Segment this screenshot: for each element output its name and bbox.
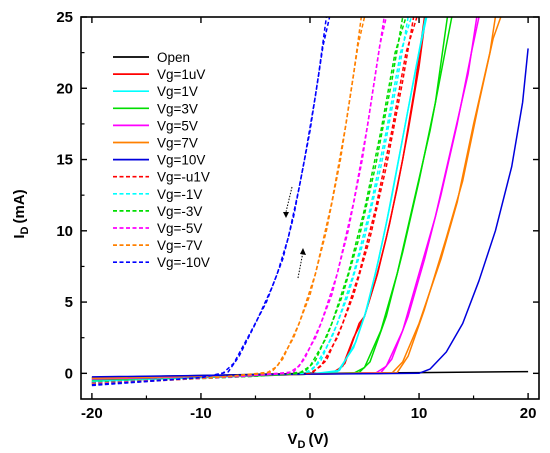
legend-label-2: Vg=1V xyxy=(157,84,198,99)
legend-label-1: Vg=1uV xyxy=(157,67,205,82)
x-tick-label: 10 xyxy=(411,405,428,422)
series-6-sweep-0 xyxy=(91,48,529,378)
series-7-sweep-1 xyxy=(91,17,418,384)
series-9-sweep-1 xyxy=(91,17,407,385)
series-2-sweep-1 xyxy=(91,17,427,382)
series-7-sweep-0 xyxy=(91,17,415,383)
series-9-sweep-0 xyxy=(91,17,404,384)
sweep-arrowhead-up xyxy=(300,248,306,255)
legend-label-9: Vg=-3V xyxy=(157,204,202,219)
y-tick-label: 20 xyxy=(56,80,73,97)
sweep-arrows xyxy=(283,186,306,279)
legend-label-11: Vg=-7V xyxy=(157,238,202,253)
sweep-arrow-down xyxy=(285,186,293,213)
y-tick-label: 5 xyxy=(65,294,73,311)
series-12-sweep-1 xyxy=(91,17,331,387)
x-tick-label: 0 xyxy=(306,405,314,422)
series-4-sweep-1 xyxy=(91,17,480,380)
plot-frame xyxy=(80,16,540,400)
x-tick-label: -20 xyxy=(81,405,103,422)
legend: Open Vg=1uV Vg=1V Vg=3V Vg=5V Vg=7V Vg=10V Vg=-… xyxy=(113,50,210,270)
y-tick-label: 15 xyxy=(56,152,73,169)
legend-label-0: Open xyxy=(157,50,190,65)
sweep-arrowhead-down xyxy=(283,212,289,218)
legend-label-12: Vg=-10V xyxy=(157,255,210,270)
y-axis-label: ID(mA) xyxy=(11,189,31,238)
legend-label-7: Vg=-u1V xyxy=(157,170,210,185)
x-axis-label: VD (V) xyxy=(288,431,329,451)
sweep-arrow-up xyxy=(297,251,304,279)
legend-label-6: Vg=10V xyxy=(157,153,205,168)
series-1-sweep-1 xyxy=(91,17,426,382)
axes-layer xyxy=(80,16,540,400)
y-tick-label: 0 xyxy=(65,365,73,382)
x-tick-label: -10 xyxy=(190,405,212,422)
legend-label-5: Vg=7V xyxy=(157,136,198,151)
curves-layer xyxy=(91,17,529,387)
ticks-layer: -20 -10 0 10 20 0 5 10 15 20 25 xyxy=(56,9,539,422)
legend-label-10: Vg=-5V xyxy=(157,221,202,236)
series-5-sweep-0 xyxy=(91,17,497,379)
series-12-sweep-0 xyxy=(91,17,328,386)
y-tick-label: 10 xyxy=(56,223,73,240)
series-11-sweep-1 xyxy=(91,17,366,386)
series-8-sweep-1 xyxy=(91,17,413,384)
y-tick-label: 25 xyxy=(56,9,73,26)
series-10-sweep-1 xyxy=(91,17,388,385)
legend-label-4: Vg=5V xyxy=(157,118,198,133)
legend-label-8: Vg=-1V xyxy=(157,187,202,202)
legend-label-3: Vg=3V xyxy=(157,101,198,116)
x-tick-label: 20 xyxy=(520,405,537,422)
series-11-sweep-0 xyxy=(91,17,363,385)
